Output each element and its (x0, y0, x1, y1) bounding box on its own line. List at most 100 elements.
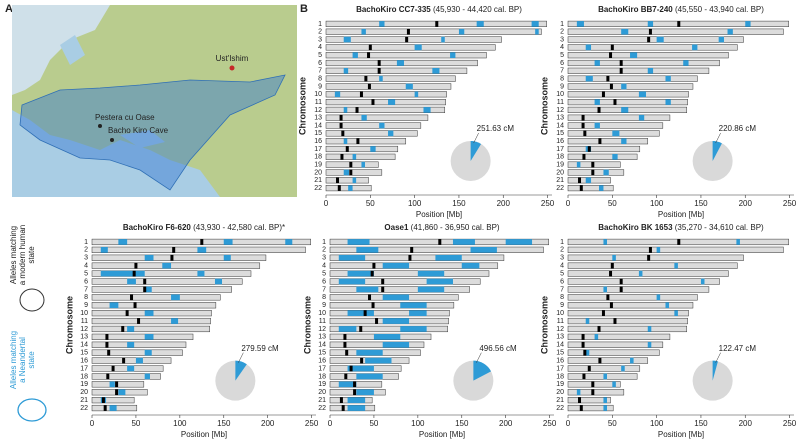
centromere (339, 122, 343, 129)
y-tick-label: 21 (80, 397, 88, 404)
neandertal-segment (665, 302, 670, 309)
y-tick-label: 2 (560, 29, 564, 36)
baltic (60, 35, 85, 65)
x-tick-label: 0 (324, 199, 329, 208)
centromere (613, 99, 617, 105)
neandertal-segment (461, 262, 480, 269)
chromosome-bar (91, 286, 232, 293)
centromere (579, 405, 583, 411)
neandertal-segment (452, 239, 475, 245)
centromere (591, 169, 595, 176)
neandertal-segment (450, 52, 456, 58)
y-tick-label: 18 (314, 154, 322, 161)
y-tick-label: 13 (314, 115, 322, 122)
neandertal-segment (144, 373, 150, 380)
chromosome-bar (567, 341, 664, 348)
chromosome-bar (325, 106, 446, 113)
y-tick-label: 11 (557, 99, 564, 106)
y-tick-label: 11 (81, 318, 88, 325)
centromere (405, 36, 409, 43)
y-tick-label: 18 (556, 154, 564, 161)
neandertal-segment (347, 270, 374, 277)
y-tick-label: 5 (560, 52, 564, 59)
chromosome-bar (325, 177, 369, 184)
pie-leader (238, 352, 244, 363)
site-label: Pestera cu Oase (95, 113, 155, 122)
panel-label: A (5, 3, 13, 15)
x-tick-label: 50 (608, 419, 617, 428)
pie-leader (715, 132, 721, 144)
centromere (587, 146, 591, 152)
neandertal-segment (594, 122, 600, 129)
neandertal-segment (674, 262, 678, 269)
x-tick-label: 150 (452, 199, 466, 208)
neandertal-segment (603, 373, 607, 380)
chromosome-bar (567, 365, 641, 372)
neandertal-segment (621, 138, 627, 144)
centromere (349, 365, 353, 372)
centromere (619, 286, 623, 293)
y-tick-label: 8 (84, 294, 88, 301)
pie-label: 251.63 cM (477, 124, 515, 133)
y-tick-label: 22 (80, 405, 88, 412)
y-tick-label: 1 (322, 239, 326, 246)
y-tick-label: 5 (84, 270, 88, 277)
centromere (143, 286, 147, 293)
neandertal-segment (370, 146, 376, 152)
centromere (359, 326, 363, 332)
pie-label: 279.59 cM (241, 344, 279, 353)
neandertal-segment (621, 83, 627, 90)
chromosome-bar (325, 91, 447, 98)
neandertal-segment (144, 349, 152, 356)
centromere (375, 318, 379, 324)
y-tick-label: 10 (314, 91, 322, 98)
neandertal-segment (535, 28, 539, 35)
neandertal-segment (144, 286, 152, 293)
y-tick-label: 18 (556, 373, 564, 380)
neandertal-segment (692, 44, 698, 51)
chromosome-bar (325, 52, 487, 59)
neandertal-segment (585, 177, 592, 184)
neandertal-segment (656, 294, 661, 301)
chromosome-bar (91, 333, 194, 340)
y-axis-label: Chromosome (297, 77, 307, 135)
centromere (356, 138, 360, 144)
centromere (381, 278, 385, 285)
chromosome-bar (325, 153, 396, 160)
chromosome-bar (91, 278, 243, 285)
y-tick-label: 14 (314, 122, 322, 129)
centromere (583, 130, 587, 137)
centromere (619, 278, 623, 285)
y-tick-label: 15 (556, 130, 564, 137)
y-tick-label: 2 (322, 247, 326, 254)
x-axis-label: Position [Mb] (658, 210, 704, 219)
neandertal-segment (576, 21, 584, 27)
y-tick-label: 2 (560, 247, 564, 254)
neandertal-segment (348, 185, 353, 191)
y-tick-label: 15 (80, 350, 88, 357)
neandertal-segment (379, 122, 385, 129)
chromosome-bar (567, 44, 738, 51)
x-tick-label: 150 (455, 419, 469, 428)
centromere (353, 389, 357, 396)
neandertal-segment (171, 294, 180, 301)
chromosome-bar (91, 317, 211, 325)
centromere (137, 318, 141, 324)
y-tick-label: 6 (322, 278, 326, 285)
y-tick-label: 9 (560, 83, 564, 90)
neandertal-segment (223, 254, 231, 261)
panel-title: BachoKiro BB7-240 (45,550 - 43,940 cal. … (598, 5, 764, 14)
chromosome-bar (325, 28, 542, 35)
neandertal-segment (338, 326, 357, 332)
y-tick-label: 14 (556, 122, 564, 129)
chromosome-bar (567, 302, 694, 309)
y-tick-label: 15 (314, 130, 322, 137)
centromere (598, 138, 602, 144)
y-tick-label: 17 (556, 146, 564, 153)
centromere (101, 397, 105, 403)
legend-text: a Neandertal (18, 337, 27, 383)
x-tick-label: 100 (650, 419, 664, 428)
centromere (619, 60, 623, 66)
centromere (377, 60, 381, 66)
neandertal-segment (347, 397, 366, 403)
